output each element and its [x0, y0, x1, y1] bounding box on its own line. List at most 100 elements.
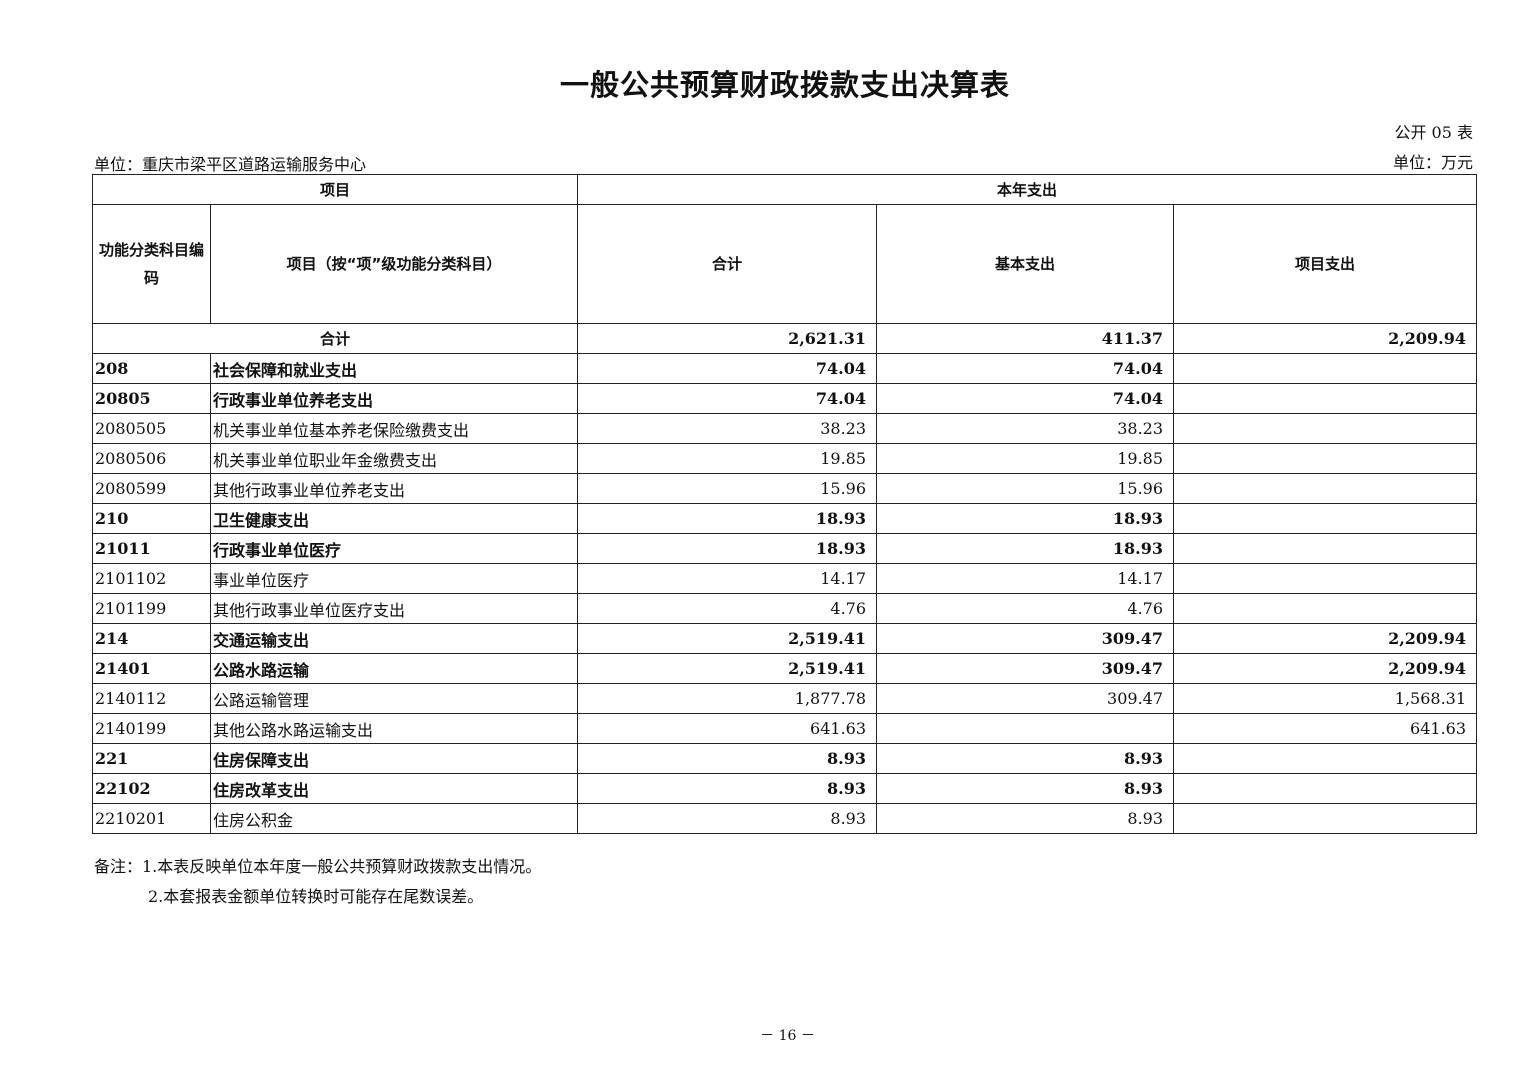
row-basic: 14.17	[876, 563, 1175, 594]
row-project	[1173, 593, 1478, 624]
row-code: 21401	[92, 653, 211, 684]
row-code: 2101102	[92, 563, 211, 594]
table-row: 2101199 其他行政事业单位医疗支出 4.76 4.76	[92, 593, 1478, 624]
row-name: 其他行政事业单位医疗支出	[209, 593, 579, 624]
row-basic: 18.93	[876, 533, 1175, 564]
row-basic: 74.04	[876, 383, 1175, 414]
row-total: 14.17	[577, 563, 878, 594]
row-project	[1173, 383, 1478, 414]
row-total: 74.04	[577, 353, 878, 384]
row-total: 38.23	[577, 413, 878, 444]
row-name: 行政事业单位养老支出	[209, 383, 579, 414]
table-row: 2210201 住房公积金 8.93 8.93	[92, 803, 1478, 834]
row-total: 2,519.41	[577, 653, 878, 684]
row-project: 1,568.31	[1173, 683, 1478, 714]
row-code: 2140199	[92, 713, 211, 744]
table-row: 2080505 机关事业单位基本养老保险缴费支出 38.23 38.23	[92, 413, 1478, 444]
row-basic: 8.93	[876, 773, 1175, 804]
row-basic: 309.47	[876, 683, 1175, 714]
row-total: 74.04	[577, 383, 878, 414]
row-code: 2080506	[92, 443, 211, 474]
row-project	[1173, 503, 1478, 534]
row-basic: 74.04	[876, 353, 1175, 384]
row-total: 1,877.78	[577, 683, 878, 714]
row-project	[1173, 353, 1478, 384]
row-code: 2101199	[92, 593, 211, 624]
table-row: 210 卫生健康支出 18.93 18.93	[92, 503, 1478, 534]
row-total: 15.96	[577, 473, 878, 504]
row-basic: 309.47	[876, 653, 1175, 684]
row-code: 214	[92, 623, 211, 654]
row-total: 4.76	[577, 593, 878, 624]
row-project: 2,209.94	[1173, 653, 1478, 684]
table-row: 22102 住房改革支出 8.93 8.93	[92, 773, 1478, 804]
row-name: 事业单位医疗	[209, 563, 579, 594]
row-code: 20805	[92, 383, 211, 414]
unit-currency: 单位：万元	[1392, 153, 1473, 172]
header-total: 合计	[577, 204, 878, 324]
row-basic: 309.47	[876, 623, 1175, 654]
row-code: 2080505	[92, 413, 211, 444]
table-row: 2080506 机关事业单位职业年金缴费支出 19.85 19.85	[92, 443, 1478, 474]
row-total: 2,519.41	[577, 623, 878, 654]
row-project	[1173, 803, 1478, 834]
row-basic: 38.23	[876, 413, 1175, 444]
row-code: 221	[92, 743, 211, 774]
row-name: 行政事业单位医疗	[209, 533, 579, 564]
row-name: 其他公路水路运输支出	[209, 713, 579, 744]
row-name: 社会保障和就业支出	[209, 353, 579, 384]
row-total: 8.93	[577, 743, 878, 774]
page-number: － 16 －	[760, 1028, 815, 1044]
row-name: 卫生健康支出	[209, 503, 579, 534]
row-code: 208	[92, 353, 211, 384]
row-project	[1173, 413, 1478, 444]
total-label: 合计	[91, 323, 579, 354]
row-code: 2080599	[92, 473, 211, 504]
table-row: 20805 行政事业单位养老支出 74.04 74.04	[92, 383, 1478, 414]
row-basic: 19.85	[876, 443, 1175, 474]
total-row: 合计 2,621.31 411.37 2,209.94	[91, 323, 1478, 354]
row-basic: 8.93	[876, 743, 1175, 774]
table-row: 2140199 其他公路水路运输支出 641.63 641.63	[92, 713, 1478, 744]
row-total: 19.85	[577, 443, 878, 474]
header-item: 项目（按“项”级功能分类科目）	[209, 204, 579, 324]
note-2: 2.本套报表金额单位转换时可能存在尾数误差。	[148, 887, 484, 906]
row-project	[1173, 443, 1478, 474]
header-current-year: 本年支出	[577, 174, 1478, 205]
row-total: 8.93	[577, 773, 878, 804]
row-name: 住房保障支出	[209, 743, 579, 774]
row-basic	[876, 713, 1175, 744]
total-total: 2,621.31	[577, 323, 878, 354]
row-basic: 18.93	[876, 503, 1175, 534]
table-row: 214 交通运输支出 2,519.41 309.47 2,209.94	[92, 623, 1478, 654]
total-project: 2,209.94	[1173, 323, 1478, 354]
total-basic: 411.37	[876, 323, 1175, 354]
header-code: 功能分类科目编码	[92, 204, 211, 324]
table-row: 2140112 公路运输管理 1,877.78 309.47 1,568.31	[92, 683, 1478, 714]
table-row: 21011 行政事业单位医疗 18.93 18.93	[92, 533, 1478, 564]
row-total: 18.93	[577, 533, 878, 564]
table-row: 2080599 其他行政事业单位养老支出 15.96 15.96	[92, 473, 1478, 504]
table-row: 221 住房保障支出 8.93 8.93	[92, 743, 1478, 774]
row-name: 住房公积金	[209, 803, 579, 834]
row-project	[1173, 743, 1478, 774]
header-project-expenditure: 项目支出	[1173, 204, 1478, 324]
unit-organization: 单位：重庆市梁平区道路运输服务中心	[94, 155, 367, 174]
row-code: 2140112	[92, 683, 211, 714]
row-total: 8.93	[577, 803, 878, 834]
row-name: 其他行政事业单位养老支出	[209, 473, 579, 504]
table-row: 21401 公路水路运输 2,519.41 309.47 2,209.94	[92, 653, 1478, 684]
note-1: 备注：1.本表反映单位本年度一般公共预算财政拨款支出情况。	[94, 857, 542, 876]
row-project: 2,209.94	[1173, 623, 1478, 654]
row-code: 22102	[92, 773, 211, 804]
row-code: 2210201	[92, 803, 211, 834]
table-row: 2101102 事业单位医疗 14.17 14.17	[92, 563, 1478, 594]
table-row: 208 社会保障和就业支出 74.04 74.04	[92, 353, 1478, 384]
expenditure-table: 项目 本年支出 功能分类科目编码 项目（按“项”级功能分类科目） 合计 基本支出…	[91, 174, 1478, 834]
row-project	[1173, 533, 1478, 564]
table-number: 公开 05 表	[1394, 123, 1473, 142]
row-name: 交通运输支出	[209, 623, 579, 654]
row-basic: 15.96	[876, 473, 1175, 504]
row-basic: 8.93	[876, 803, 1175, 834]
row-project	[1173, 563, 1478, 594]
